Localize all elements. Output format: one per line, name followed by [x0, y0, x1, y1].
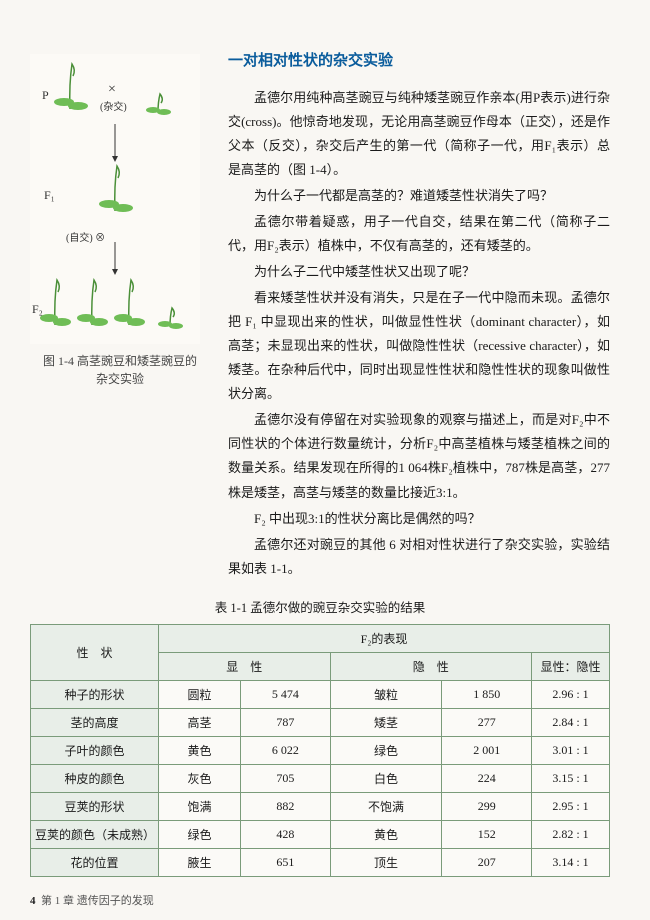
cell-rec-val: 207	[442, 848, 532, 876]
paragraph-6: 孟德尔没有停留在对实验现象的观察与描述上，而是对F₂中不同性状的个体进行数量统计…	[228, 408, 610, 504]
cell-ratio: 3.15 : 1	[532, 764, 610, 792]
cell-rec-val: 2 001	[442, 736, 532, 764]
cell-ratio: 3.14 : 1	[532, 848, 610, 876]
th-dominant: 显 性	[159, 652, 331, 680]
label-cross-text: (杂交)	[100, 98, 127, 113]
page-container: P × (杂交) F₁ (自交) ⊗ F₂ 图 1-4 高茎豌豆和矮茎豌豆的 杂…	[0, 0, 650, 897]
figure-1-4: P × (杂交) F₁ (自交) ⊗ F₂ 图 1-4 高茎豌豆和矮茎豌豆的 杂…	[30, 54, 210, 388]
page-number: 4	[30, 895, 36, 907]
cell-rec-name: 皱粒	[330, 680, 442, 708]
cross-diagram: P × (杂交) F₁ (自交) ⊗ F₂	[30, 54, 200, 344]
figure-caption: 图 1-4 高茎豌豆和矮茎豌豆的 杂交实验	[30, 352, 210, 388]
paragraph-4: 为什么子二代中矮茎性状又出现了呢？	[228, 260, 610, 284]
th-trait: 性 状	[31, 624, 159, 680]
cell-ratio: 3.01 : 1	[532, 736, 610, 764]
paragraph-5: 看来矮茎性状并没有消失，只是在子一代中隐而未现。孟德尔把 F₁ 中显现出来的性状…	[228, 286, 610, 406]
paragraph-3: 孟德尔带着疑惑，用子一代自交，结果在第二代（简称子二代，用F₂表示）植株中，不仅…	[228, 210, 610, 258]
cell-rec-name: 白色	[330, 764, 442, 792]
th-ratio: 显性：隐性	[532, 652, 610, 680]
cell-dom-name: 腋生	[159, 848, 241, 876]
cell-trait: 茎的高度	[31, 708, 159, 736]
cell-dom-name: 绿色	[159, 820, 241, 848]
table-caption: 表 1-1 孟德尔做的豌豆杂交实验的结果	[30, 597, 610, 616]
cell-rec-name: 不饱满	[330, 792, 442, 820]
cell-dom-val: 428	[241, 820, 331, 848]
cell-ratio: 2.95 : 1	[532, 792, 610, 820]
cell-dom-val: 705	[241, 764, 331, 792]
cell-dom-val: 787	[241, 708, 331, 736]
paragraph-7: F₂ 中出现3:1的性状分离比是偶然的吗？	[228, 507, 610, 531]
table-row: 豆荚的颜色（未成熟）绿色428黄色1522.82 : 1	[31, 820, 610, 848]
cell-trait: 种子的形状	[31, 680, 159, 708]
cell-dom-name: 黄色	[159, 736, 241, 764]
table-body: 种子的形状圆粒5 474皱粒1 8502.96 : 1茎的高度高茎787矮茎27…	[31, 680, 610, 876]
label-cross-symbol: ×	[108, 82, 116, 98]
cell-trait: 花的位置	[31, 848, 159, 876]
label-P: P	[42, 88, 49, 103]
table-row: 茎的高度高茎787矮茎2772.84 : 1	[31, 708, 610, 736]
figure-caption-text: 图 1-4 高茎豌豆和矮茎豌豆的 杂交实验	[43, 354, 197, 386]
cell-dom-name: 饱满	[159, 792, 241, 820]
cell-dom-name: 高茎	[159, 708, 241, 736]
table-head: 性 状 F₂的表现 显 性 隐 性 显性：隐性	[31, 624, 610, 680]
cell-trait: 豆荚的形状	[31, 792, 159, 820]
table-row: 子叶的颜色黄色6 022绿色2 0013.01 : 1	[31, 736, 610, 764]
cell-dom-val: 5 474	[241, 680, 331, 708]
text-column: 一对相对性状的杂交实验 孟德尔用纯种高茎豌豆与纯种矮茎豌豆作亲本(用P表示)进行…	[228, 48, 610, 583]
cell-rec-name: 黄色	[330, 820, 442, 848]
cell-trait: 子叶的颜色	[31, 736, 159, 764]
cell-dom-name: 圆粒	[159, 680, 241, 708]
cell-rec-name: 矮茎	[330, 708, 442, 736]
table-row: 花的位置腋生651顶生2073.14 : 1	[31, 848, 610, 876]
paragraph-1: 孟德尔用纯种高茎豌豆与纯种矮茎豌豆作亲本(用P表示)进行杂交(cross)。他惊…	[228, 86, 610, 182]
page-footer: 4 第 1 章 遗传因子的发现	[30, 892, 154, 908]
cell-ratio: 2.84 : 1	[532, 708, 610, 736]
table-row: 种皮的颜色灰色705白色2243.15 : 1	[31, 764, 610, 792]
main-content-row: P × (杂交) F₁ (自交) ⊗ F₂ 图 1-4 高茎豌豆和矮茎豌豆的 杂…	[30, 48, 610, 583]
cell-ratio: 2.82 : 1	[532, 820, 610, 848]
cell-rec-val: 152	[442, 820, 532, 848]
cell-dom-val: 651	[241, 848, 331, 876]
cell-dom-val: 882	[241, 792, 331, 820]
chapter-title: 第 1 章 遗传因子的发现	[41, 895, 154, 907]
cell-trait: 种皮的颜色	[31, 764, 159, 792]
results-table: 性 状 F₂的表现 显 性 隐 性 显性：隐性 种子的形状圆粒5 474皱粒1 …	[30, 624, 610, 877]
cell-trait: 豆荚的颜色（未成熟）	[31, 820, 159, 848]
cell-dom-val: 6 022	[241, 736, 331, 764]
cell-rec-val: 224	[442, 764, 532, 792]
section-title: 一对相对性状的杂交实验	[228, 48, 610, 76]
cell-rec-val: 277	[442, 708, 532, 736]
table-row: 种子的形状圆粒5 474皱粒1 8502.96 : 1	[31, 680, 610, 708]
table-row: 豆荚的形状饱满882不饱满2992.95 : 1	[31, 792, 610, 820]
label-F2: F₂	[32, 302, 43, 317]
th-f2: F₂的表现	[159, 624, 610, 652]
cell-dom-name: 灰色	[159, 764, 241, 792]
label-self-text: (自交) ⊗	[66, 229, 105, 244]
label-F1: F₁	[44, 188, 55, 203]
cell-rec-name: 绿色	[330, 736, 442, 764]
paragraph-2: 为什么子一代都是高茎的？难道矮茎性状消失了吗？	[228, 184, 610, 208]
th-recessive: 隐 性	[330, 652, 531, 680]
cell-ratio: 2.96 : 1	[532, 680, 610, 708]
paragraph-8: 孟德尔还对豌豆的其他 6 对相对性状进行了杂交实验，实验结果如表 1-1。	[228, 533, 610, 581]
cell-rec-val: 299	[442, 792, 532, 820]
cell-rec-name: 顶生	[330, 848, 442, 876]
figure-column: P × (杂交) F₁ (自交) ⊗ F₂ 图 1-4 高茎豌豆和矮茎豌豆的 杂…	[30, 48, 210, 583]
cell-rec-val: 1 850	[442, 680, 532, 708]
